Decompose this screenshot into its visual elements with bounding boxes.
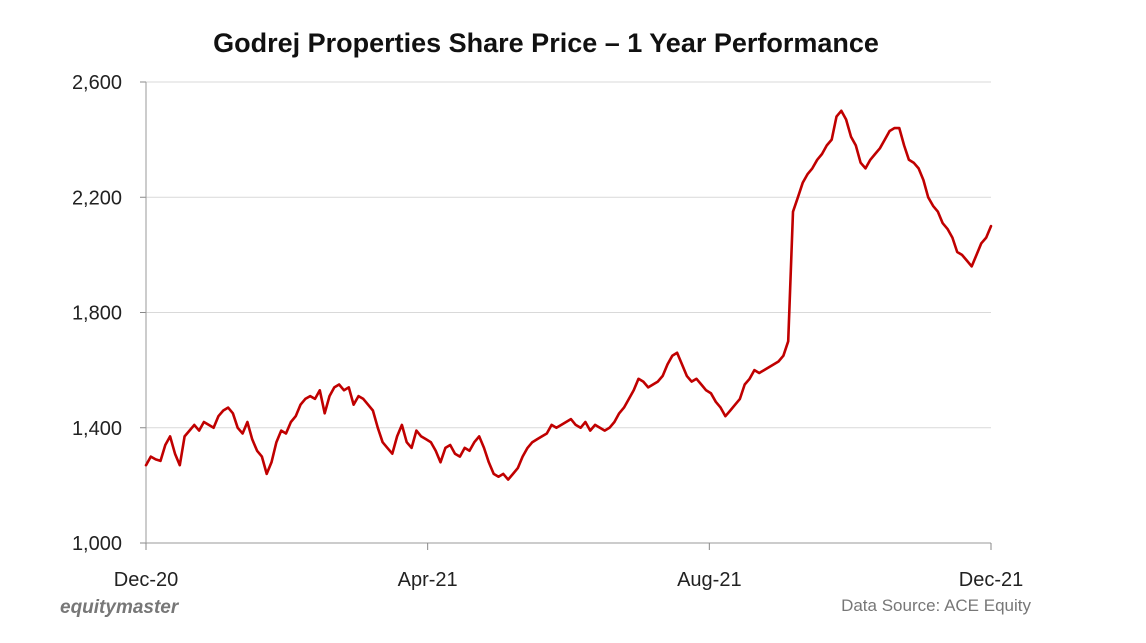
x-tick-label: Dec-20	[114, 569, 178, 591]
axes	[140, 81, 992, 550]
series-layer	[144, 109, 993, 481]
grid-lines	[146, 81, 991, 429]
y-tick-label: 1,000	[72, 533, 122, 555]
y-tick-label: 2,200	[72, 187, 122, 209]
brand-logo-text: equitymaster	[60, 597, 180, 618]
y-tick-label: 2,600	[72, 72, 122, 94]
x-tick-label: Apr-21	[398, 569, 458, 591]
y-axis-tick-labels: 1,000 1,400 1,800 2,200 2,600	[72, 72, 122, 555]
x-axis-tick-labels: Dec-20 Apr-21 Aug-21 Dec-21	[114, 569, 1023, 591]
data-source-note: Data Source: ACE Equity	[841, 596, 1031, 615]
series-line-godrej-properties	[144, 109, 993, 481]
x-tick-label: Dec-21	[959, 569, 1023, 591]
x-tick-label: Aug-21	[677, 569, 742, 591]
y-tick-label: 1,400	[72, 418, 122, 440]
chart-title: Godrej Properties Share Price – 1 Year P…	[213, 28, 879, 58]
y-tick-label: 1,800	[72, 303, 122, 325]
